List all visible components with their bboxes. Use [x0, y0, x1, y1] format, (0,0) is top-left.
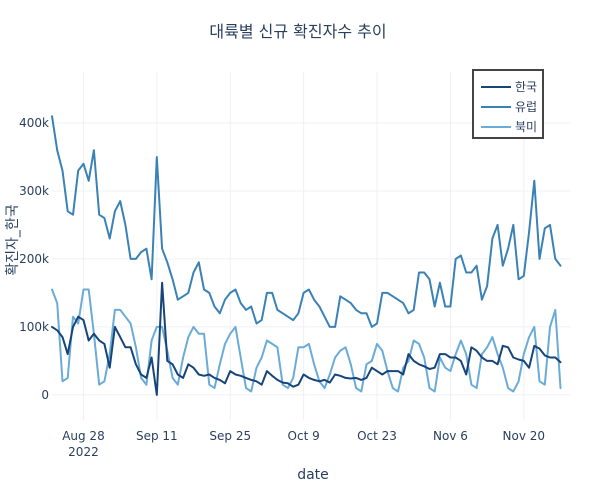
x-tick-labels: Aug 28 2022 Sep 11 Sep 25 Oct 9 Oct 23 Nov 6 No…	[62, 429, 545, 459]
y-tick-label: 300k	[19, 184, 49, 198]
y-tick-label: 200k	[19, 252, 49, 266]
x-tick-label: Nov 6	[433, 429, 468, 443]
legend-item[interactable]: 한국	[481, 80, 537, 94]
x-tick-label: Aug 28	[62, 429, 105, 443]
series-line-2[interactable]	[51, 115, 562, 328]
x-tick-label: Oct 23	[357, 429, 397, 443]
x-axis-title: date	[297, 467, 329, 483]
series-layer	[51, 115, 562, 396]
legend-item[interactable]: 북미	[481, 120, 537, 134]
x-tick-label: Nov 20	[503, 429, 546, 443]
legend-item[interactable]: 유럽	[481, 100, 537, 114]
series-line-1[interactable]	[51, 281, 562, 396]
x-tick-label: Oct 9	[288, 429, 320, 443]
x-tick-label: Sep 11	[136, 429, 178, 443]
series-line-3[interactable]	[51, 288, 562, 393]
y-tick-label: 400k	[19, 116, 49, 130]
y-axis-title: 확진자_한국	[5, 204, 21, 276]
x-tick-label: Sep 25	[209, 429, 251, 443]
y-tick-label: 100k	[19, 320, 49, 334]
legend-label: 한국	[515, 80, 537, 94]
legend-label: 북미	[515, 120, 537, 134]
y-tick-labels: 0 100k 200k 300k 400k	[19, 116, 49, 402]
y-tick-label: 0	[41, 388, 49, 402]
x-tick-sublabel: 2022	[68, 445, 99, 459]
legend-label: 유럽	[515, 100, 537, 114]
chart-title: 대륙별 신규 확진자수 추이	[209, 22, 386, 41]
